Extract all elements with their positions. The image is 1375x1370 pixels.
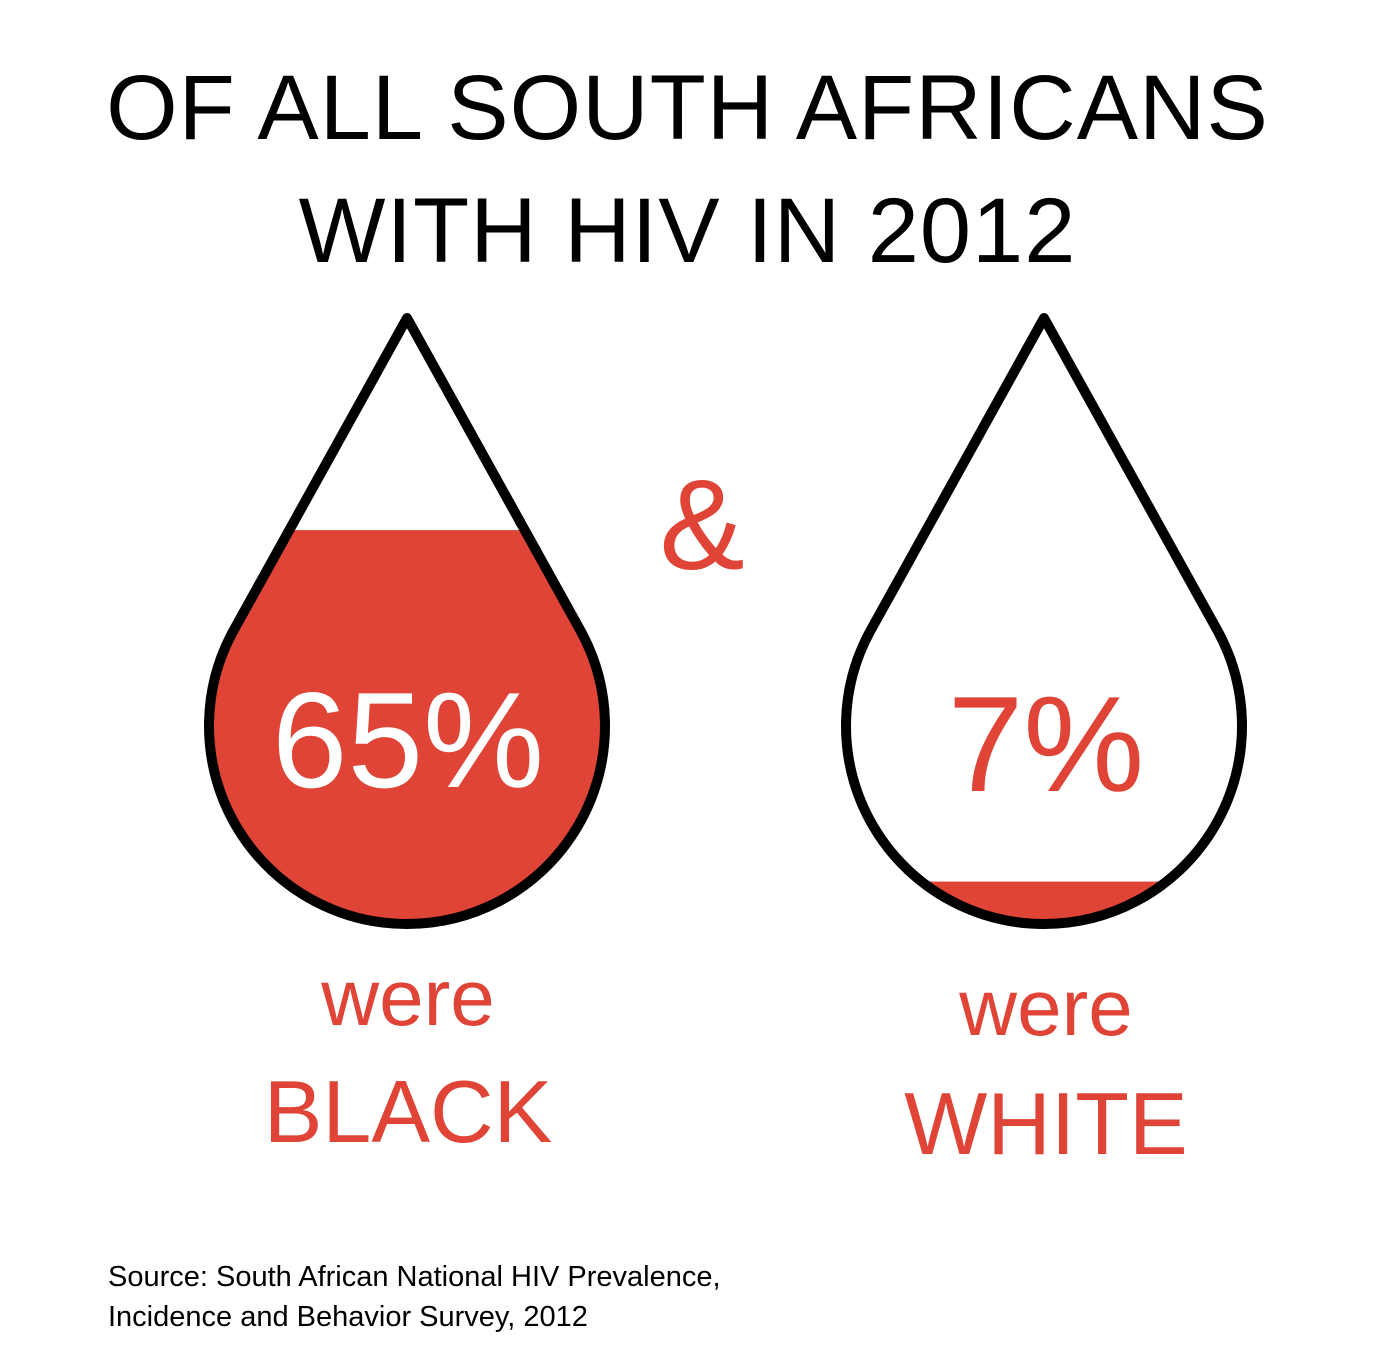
title-line-2: WITH HIV IN 2012	[298, 180, 1077, 282]
group-label-black: BLACK	[263, 1062, 553, 1161]
title-line-1: OF ALL SOUTH AFRICANS	[106, 57, 1269, 159]
percent-label-black: 65%	[271, 664, 545, 816]
percent-label-white: 7%	[947, 668, 1145, 820]
were-label-black: were	[321, 953, 495, 1042]
drop-fill-black	[208, 530, 605, 925]
ampersand-connector: &	[659, 454, 745, 597]
source-line-2: Incidence and Behavior Survey, 2012	[108, 1301, 588, 1333]
drop-outline-white	[841, 313, 1247, 929]
were-label-white: were	[959, 963, 1133, 1052]
drop-outline-black	[204, 313, 610, 929]
group-label-white: WHITE	[904, 1074, 1188, 1173]
source-line-1: Source: South African National HIV Preva…	[108, 1261, 721, 1293]
